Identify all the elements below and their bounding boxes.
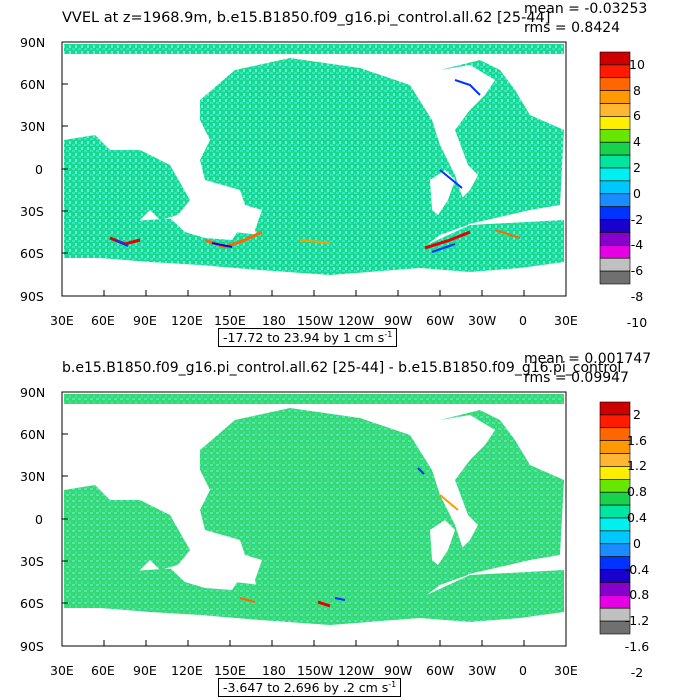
colorbar-bottom (599, 401, 631, 635)
colorbar-tick-label: 1.6 (627, 432, 647, 448)
range-unit-exp: -1 (388, 680, 397, 689)
lon-label: 30E (554, 663, 578, 678)
lat-label: 60S (20, 596, 44, 611)
lon-label: 30E (50, 663, 74, 678)
ocean-field-top (64, 44, 564, 275)
lat-label: 90N (20, 35, 46, 50)
colorbar-tick-label: -4 (630, 237, 644, 253)
lat-label: 90S (20, 639, 44, 654)
rms-value: rms = 0.09947 (524, 370, 629, 386)
lon-label: 120W (338, 313, 375, 328)
range-box: -17.72 to 23.94 by 1 cm s-1 (218, 328, 398, 348)
colorbar-tick-label: -1.2 (624, 613, 650, 629)
range-unit-exp: -1 (384, 330, 393, 339)
colorbar-swatch (599, 620, 631, 635)
colorbar-tick-label: 2 (633, 160, 641, 175)
lat-label: 60N (20, 427, 46, 442)
colorbar-tick-label: 6 (633, 108, 641, 124)
lon-label: 120E (171, 663, 203, 678)
lon-label: 60W (426, 663, 455, 678)
lon-label: 90E (133, 313, 157, 328)
colorbar-tick-label: 0 (633, 535, 641, 551)
lat-label: 30S (20, 554, 44, 569)
lon-label: 60E (91, 313, 115, 328)
colorbar-tick-label: 0 (633, 185, 641, 201)
range-text: -17.72 to 23.94 by 1 cm s (223, 330, 385, 346)
lon-label: 30E (554, 313, 578, 328)
colorbar-tick-label: -0.8 (624, 587, 650, 603)
lat-label: 30N (20, 119, 46, 134)
land-bottom (170, 520, 455, 590)
lon-label: 30E (50, 313, 74, 328)
lon-label: 0 (519, 313, 527, 328)
colorbar-tick-label: -2 (630, 664, 644, 680)
colorbar-tick-label: 2 (633, 406, 641, 422)
colorbar-tick-label: -2 (630, 211, 644, 227)
colorbar-tick-label: -0.4 (624, 561, 650, 577)
lon-label: 120E (171, 313, 203, 328)
lon-label: 150W (297, 663, 334, 678)
colorbar-swatch (599, 270, 631, 285)
lon-label: 120W (338, 663, 375, 678)
mean-value: mean = 0.001747 (524, 351, 652, 367)
lat-label: 90N (20, 385, 46, 400)
panel-top: VVEL at z=1968.9m, b.e15.B1850.f09_g16.p… (20, 1, 648, 348)
colorbar-tick-label: 8 (633, 82, 641, 98)
plot-title: VVEL at z=1968.9m, b.e15.B1850.f09_g16.p… (62, 10, 551, 26)
lat-label: 60N (20, 77, 46, 92)
axis-ticks-bottom (61, 391, 567, 647)
colorbar-tick-label: -10 (626, 314, 648, 330)
range-box: -3.647 to 2.696 by .2 cm s-1 (218, 678, 402, 698)
lon-label: 180 (262, 663, 286, 678)
colorbar-tick-label: 0.8 (627, 484, 647, 500)
lon-label: 60E (91, 663, 115, 678)
map-plot-top (61, 41, 631, 297)
mean-value: mean = -0.03253 (524, 1, 648, 17)
colorbar-tick-label: 10 (629, 56, 645, 72)
jet-features-top (109, 79, 521, 253)
lon-label: 150E (214, 313, 246, 328)
lon-label: 90E (133, 663, 157, 678)
lat-label: 30N (20, 469, 46, 484)
lon-label: 30W (468, 663, 497, 678)
map-plot-bottom (61, 391, 631, 647)
lon-label: 90W (384, 663, 413, 678)
colorbar-tick-label: 1.2 (627, 458, 647, 474)
lon-label: 150W (297, 313, 334, 328)
lat-label: 0 (35, 162, 43, 177)
anomaly-features-bottom (239, 467, 459, 608)
rms-value: rms = 0.8424 (524, 20, 621, 36)
colorbar-tick-label: -8 (630, 288, 644, 304)
axis-ticks-top (61, 41, 567, 297)
colorbar-tick-label: 0.4 (627, 510, 647, 525)
colorbar-top (599, 51, 631, 285)
colorbar-tick-label: -6 (630, 263, 644, 279)
lon-label: 60W (426, 313, 455, 328)
lat-label: 30S (20, 204, 44, 219)
lat-label: 90S (20, 289, 44, 304)
colorbar-tick-label: 4 (633, 134, 641, 150)
lon-label: 0 (519, 663, 527, 678)
lon-label: 180 (262, 313, 286, 328)
land-top (170, 170, 455, 240)
colorbar-tick-label: -1.6 (624, 638, 650, 654)
range-text: -3.647 to 2.696 by .2 cm s (223, 680, 389, 696)
lon-label: 150E (214, 663, 246, 678)
lon-label: 30W (468, 313, 497, 328)
lat-label: 60S (20, 246, 44, 261)
plot-title: b.e15.B1850.f09_g16.pi_control.all.62 [2… (62, 360, 622, 376)
lon-label: 90W (384, 313, 413, 328)
lat-label: 0 (35, 512, 43, 527)
panel-bottom: b.e15.B1850.f09_g16.pi_control.all.62 [2… (0, 350, 700, 700)
